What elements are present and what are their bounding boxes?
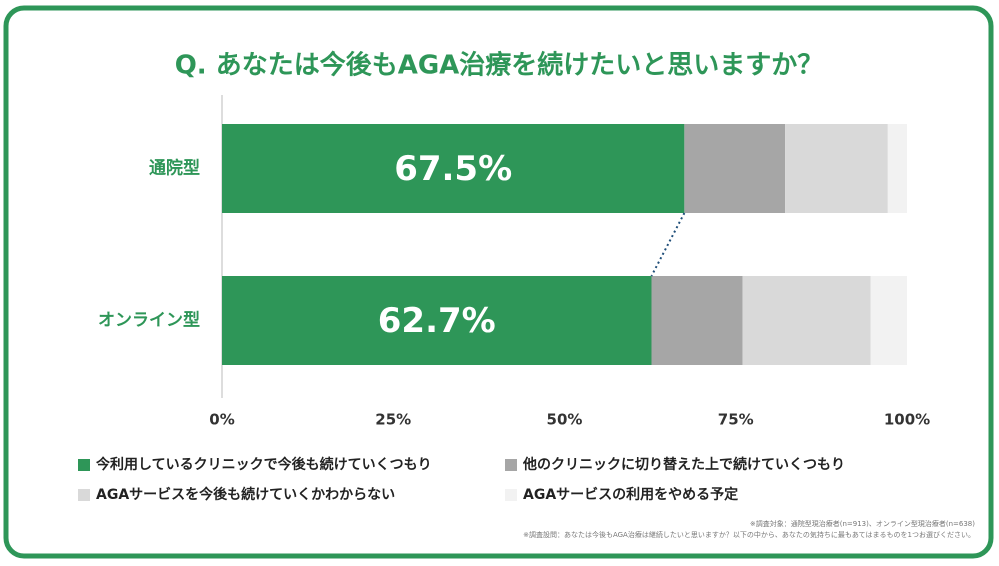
connector — [650, 212, 686, 277]
chart-title: Q. あなたは今後もAGA治療を続けたいと思いますか？ — [175, 50, 824, 81]
legend-label: AGAサービスを今後も続けていくかわからない — [96, 486, 395, 503]
x-tick-label: 50% — [547, 411, 583, 429]
bar-segment — [742, 276, 871, 365]
x-tick-label: 0% — [209, 411, 234, 429]
bar-segment — [684, 124, 786, 213]
bar-segment — [785, 124, 888, 213]
legend-label: 他のクリニックに切り替えた上で続けていくつもり — [522, 456, 845, 473]
x-tick-label: 25% — [375, 411, 411, 429]
footnote: ※調査対象：通院型現治療者(n=913)、オンライン型現治療者(n=638) — [750, 519, 975, 528]
data-label: 67.5% — [394, 149, 512, 189]
x-tick-label: 75% — [718, 411, 754, 429]
bar-segment — [222, 124, 685, 213]
legend-swatch — [505, 459, 517, 471]
x-tick-label: 100% — [884, 411, 930, 429]
footnote: ※調査設問：あなたは今後もAGA治療は継続したいと思いますか？以下の中から、あな… — [523, 530, 975, 539]
legend-swatch — [505, 489, 517, 501]
category-label: 通院型 — [149, 158, 200, 179]
bar-segment — [887, 124, 907, 213]
legend-label: 今利用しているクリニックで今後も続けていくつもり — [95, 456, 432, 473]
legend-label: AGAサービスの利用をやめる予定 — [523, 486, 738, 503]
data-label: 62.7% — [378, 301, 496, 341]
bar-segment — [651, 276, 743, 365]
bar-segment — [222, 276, 652, 365]
bar-segment — [870, 276, 907, 365]
legend-swatch — [78, 459, 90, 471]
legend-swatch — [78, 489, 90, 501]
category-label: オンライン型 — [98, 310, 200, 331]
